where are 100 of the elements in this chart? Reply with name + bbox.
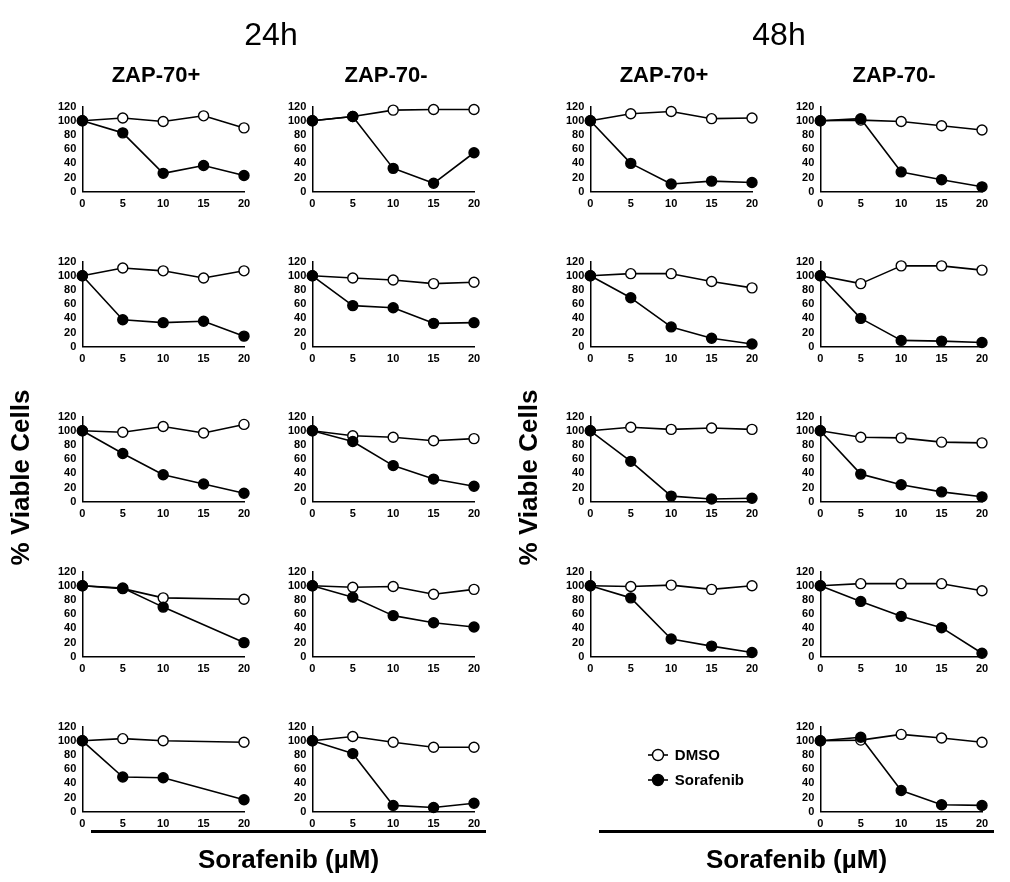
y-tick-label: 40 bbox=[802, 466, 815, 479]
text: 48h bbox=[751, 16, 807, 53]
y-tick-label: 20 bbox=[294, 325, 307, 338]
y-tick-label: 80 bbox=[64, 593, 77, 606]
x-tick-label: 5 bbox=[349, 507, 356, 520]
y-tick-label: 80 bbox=[802, 593, 815, 606]
y-tick-label: 80 bbox=[802, 748, 815, 761]
x-tick-label: 10 bbox=[157, 662, 170, 675]
x-tick-label: 15 bbox=[935, 817, 948, 830]
y-tick-label: 80 bbox=[294, 128, 307, 141]
y-tick-label: 40 bbox=[802, 156, 815, 169]
y-tick-label: 40 bbox=[294, 156, 307, 169]
y-tick-label: 100 bbox=[795, 733, 815, 746]
x-tick-label: 20 bbox=[467, 817, 481, 830]
y-tick-label: 80 bbox=[802, 128, 815, 141]
x-tick-label: 5 bbox=[627, 507, 634, 520]
y-tick-label: 0 bbox=[808, 184, 815, 197]
x-tick-label: 0 bbox=[309, 817, 316, 830]
x-tick-label: 5 bbox=[857, 352, 864, 365]
y-tick-label: 60 bbox=[64, 762, 77, 775]
y-tick-label: 60 bbox=[64, 607, 77, 620]
x-tick-label: 10 bbox=[665, 507, 678, 520]
x-tick-label: 10 bbox=[387, 197, 400, 210]
y-tick-label: 20 bbox=[802, 635, 815, 648]
y-tick-label: 120 bbox=[287, 719, 307, 732]
x-tick-label: 5 bbox=[857, 507, 864, 520]
x-tick-label: 15 bbox=[197, 352, 210, 365]
y-tick-label: 20 bbox=[64, 325, 77, 338]
y-tick-label: 60 bbox=[802, 762, 815, 775]
x-tick-label: 20 bbox=[237, 817, 251, 830]
y-tick-label: 0 bbox=[300, 494, 307, 507]
text: Sorafenib (µM) bbox=[196, 844, 381, 875]
y-tick-label: 60 bbox=[64, 142, 77, 155]
x-tick-label: 0 bbox=[309, 197, 316, 210]
y-tick-label: 120 bbox=[795, 99, 815, 112]
y-tick-label: 80 bbox=[64, 283, 77, 296]
y-tick-label: 60 bbox=[802, 607, 815, 620]
x-tick-label: 15 bbox=[427, 197, 440, 210]
text: Sorafenib (µM) bbox=[704, 844, 889, 875]
y-tick-label: 20 bbox=[572, 170, 585, 183]
y-tick-label: 40 bbox=[294, 311, 307, 324]
y-tick-label: 60 bbox=[294, 142, 307, 155]
y-tick-label: 120 bbox=[795, 719, 815, 732]
x-tick-label: 5 bbox=[119, 817, 126, 830]
y-tick-label: 100 bbox=[57, 578, 77, 591]
x-tick-label: 15 bbox=[427, 507, 440, 520]
y-tick-label: 120 bbox=[795, 564, 815, 577]
legend-label: DMSO bbox=[674, 746, 720, 763]
y-tick-label: 0 bbox=[300, 649, 307, 662]
x-tick-label: 10 bbox=[895, 197, 908, 210]
x-tick-label: 0 bbox=[79, 352, 86, 365]
y-tick-label: 0 bbox=[578, 339, 585, 352]
text: 24h bbox=[243, 16, 299, 53]
y-tick-label: 60 bbox=[572, 142, 585, 155]
x-tick-label: 15 bbox=[935, 197, 948, 210]
y-tick-label: 100 bbox=[57, 423, 77, 436]
y-tick-label: 0 bbox=[808, 494, 815, 507]
y-tick-label: 40 bbox=[64, 621, 77, 634]
x-tick-label: 20 bbox=[467, 352, 481, 365]
text: % Viable Cells bbox=[4, 388, 36, 568]
y-tick-label: 0 bbox=[70, 494, 77, 507]
x-tick-label: 0 bbox=[309, 352, 316, 365]
x-tick-label: 10 bbox=[387, 662, 400, 675]
x-tick-label: 20 bbox=[745, 352, 759, 365]
x-tick-label: 10 bbox=[665, 352, 678, 365]
x-tick-label: 10 bbox=[387, 352, 400, 365]
y-tick-label: 100 bbox=[287, 578, 307, 591]
y-tick-label: 100 bbox=[565, 578, 585, 591]
y-tick-label: 120 bbox=[57, 409, 77, 422]
y-tick-label: 120 bbox=[795, 254, 815, 267]
y-tick-label: 20 bbox=[572, 635, 585, 648]
y-tick-label: 100 bbox=[795, 423, 815, 436]
y-tick-label: 0 bbox=[578, 184, 585, 197]
y-tick-label: 120 bbox=[57, 254, 77, 267]
y-tick-label: 120 bbox=[795, 409, 815, 422]
y-tick-label: 0 bbox=[300, 804, 307, 817]
y-tick-label: 80 bbox=[64, 748, 77, 761]
x-tick-label: 0 bbox=[587, 507, 594, 520]
x-tick-label: 0 bbox=[587, 352, 594, 365]
x-tick-label: 10 bbox=[895, 662, 908, 675]
y-tick-label: 20 bbox=[64, 170, 77, 183]
y-tick-label: 40 bbox=[294, 776, 307, 789]
y-tick-label: 60 bbox=[572, 452, 585, 465]
y-tick-label: 120 bbox=[287, 564, 307, 577]
x-tick-label: 20 bbox=[975, 817, 989, 830]
y-tick-label: 100 bbox=[287, 113, 307, 126]
y-tick-label: 120 bbox=[565, 99, 585, 112]
x-tick-label: 20 bbox=[237, 662, 251, 675]
y-tick-label: 20 bbox=[64, 790, 77, 803]
y-tick-label: 20 bbox=[294, 170, 307, 183]
x-tick-label: 0 bbox=[79, 817, 86, 830]
x-tick-label: 0 bbox=[817, 817, 824, 830]
y-tick-label: 0 bbox=[808, 804, 815, 817]
x-tick-label: 5 bbox=[349, 352, 356, 365]
x-tick-label: 5 bbox=[119, 197, 126, 210]
x-tick-label: 0 bbox=[587, 662, 594, 675]
y-tick-label: 80 bbox=[802, 283, 815, 296]
y-tick-label: 0 bbox=[808, 339, 815, 352]
y-tick-label: 0 bbox=[808, 649, 815, 662]
x-tick-label: 10 bbox=[665, 197, 678, 210]
